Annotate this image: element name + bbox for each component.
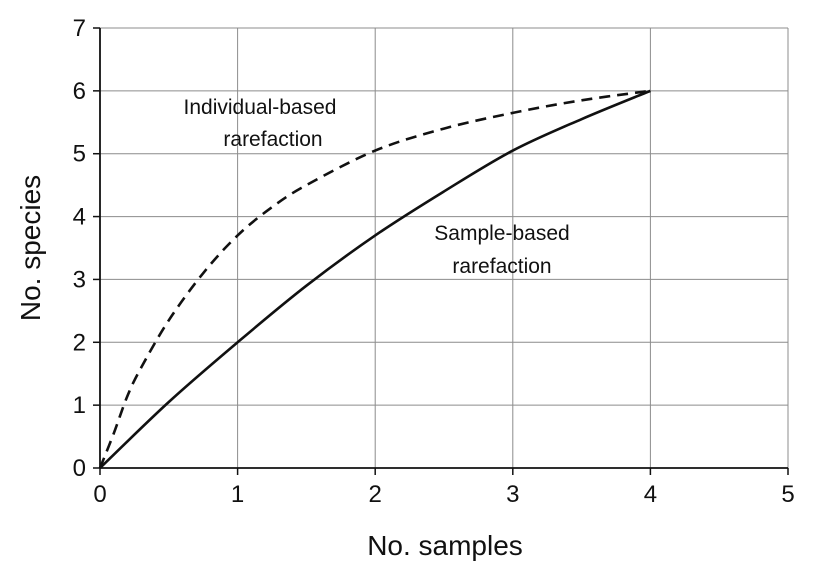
- x-tick-label: 5: [781, 481, 794, 508]
- y-tick-label: 1: [73, 392, 86, 419]
- individual-based-curve: [98, 89, 651, 469]
- x-tick-label: 4: [644, 481, 657, 508]
- x-tick-label: 1: [231, 481, 244, 508]
- axes: [93, 27, 789, 475]
- y-tick-label: 5: [73, 141, 86, 168]
- y-axis-title: No. species: [15, 175, 46, 321]
- x-tick-label: 3: [506, 481, 519, 508]
- y-tick-label: 6: [73, 78, 86, 105]
- x-tick-label: 0: [93, 481, 106, 508]
- annotation-sample-based: Sample-based rarefaction: [434, 222, 569, 278]
- x-tick-label: 2: [369, 481, 382, 508]
- y-tick-label: 2: [73, 329, 86, 356]
- grid: [100, 27, 789, 468]
- y-tick-label: 0: [73, 455, 86, 482]
- annotation-sample-line1: Sample-based: [434, 222, 569, 245]
- y-tick-label: 4: [73, 204, 86, 231]
- annotation-sample-line2: rarefaction: [452, 255, 551, 278]
- x-axis-title: No. samples: [367, 530, 523, 561]
- annotation-individual-based: Individual-based rarefaction: [184, 96, 337, 151]
- series-layer: [98, 89, 651, 469]
- sample-based-curve: [99, 89, 651, 469]
- y-tick-label: 3: [73, 266, 86, 293]
- y-tick-label: 7: [73, 15, 86, 42]
- annotation-individual-line1: Individual-based: [184, 96, 337, 119]
- tick-labels: 0 1 2 3 4 5 0 1 2 3 4 5 6 7: [73, 15, 795, 508]
- annotation-individual-line2: rarefaction: [223, 128, 322, 151]
